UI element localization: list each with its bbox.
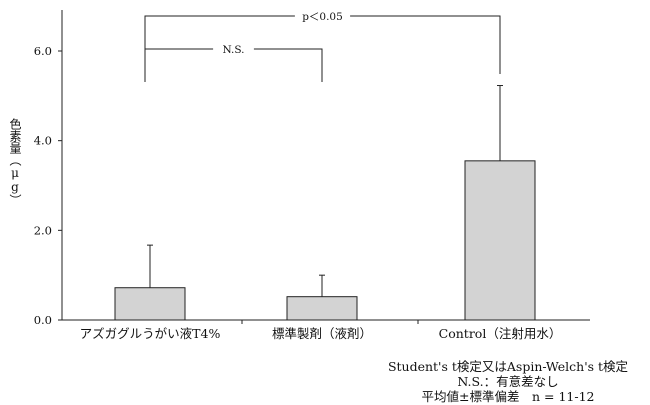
significance-label: N.S.	[222, 44, 244, 56]
significance-label: p＜0.05	[302, 11, 343, 23]
x-tick-label: Control（注射用水）	[439, 326, 562, 341]
x-tick-labels: アズガグルうがい液T4% 標準製剤（液剤） Control（注射用水）	[80, 326, 562, 341]
y-tick-label: 6.0	[34, 44, 52, 58]
bracket-line	[144, 15, 295, 82]
error-bars	[147, 85, 503, 297]
mean-sd-note: 平均値±標準偏差 n = 11-12	[421, 389, 595, 404]
ns-legend-note: N.S.：有意差なし	[457, 374, 559, 389]
y-tick-label: 2.0	[34, 223, 52, 237]
bracket-line	[144, 48, 214, 82]
x-tick-label: アズガグルうがい液T4%	[80, 326, 221, 341]
bracket-line	[350, 15, 501, 74]
y-tick-label: 0.0	[34, 313, 52, 327]
stat-test-note: Student's t検定又はAspin-Welch's t検定	[387, 359, 629, 374]
x-tick-label: 標準製剤（液剤）	[272, 326, 372, 341]
y-axis-label: 色素量（μg）	[8, 118, 22, 206]
bars	[114, 160, 536, 321]
y-tick-label: 4.0	[34, 134, 52, 148]
bar	[286, 296, 358, 321]
bar	[464, 160, 536, 321]
significance-brackets: N.S. p＜0.05	[144, 11, 501, 82]
bracket-line	[253, 48, 323, 82]
bar	[114, 287, 186, 321]
y-ticks: 0.0 2.0 4.0 6.0	[34, 44, 62, 327]
